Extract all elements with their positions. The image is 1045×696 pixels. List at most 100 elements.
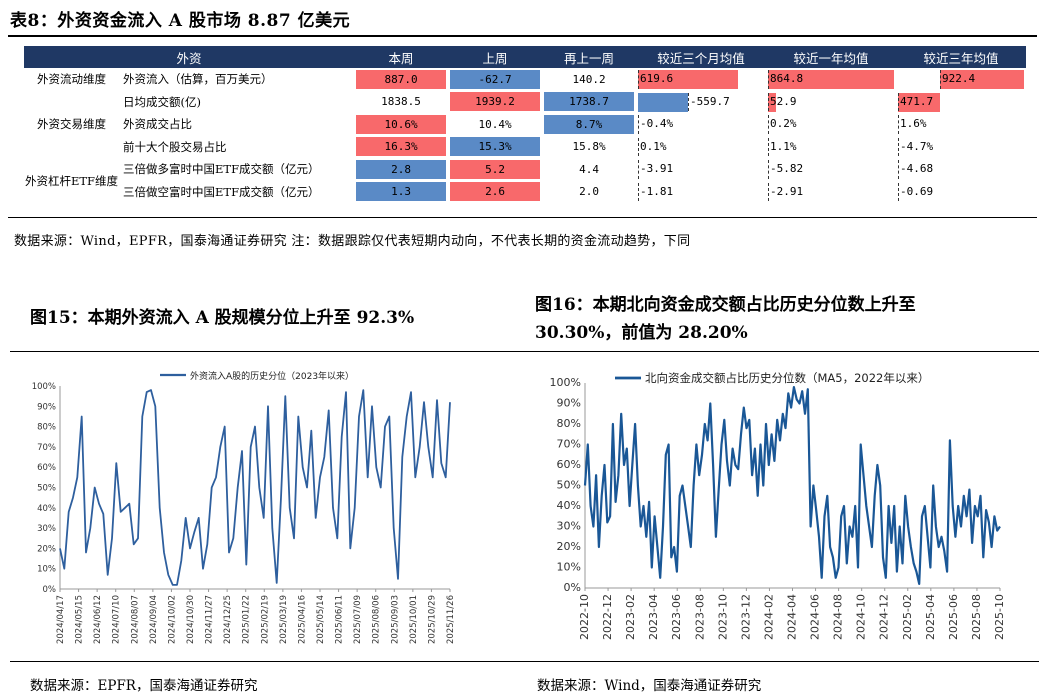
- bar-axis: [768, 182, 770, 201]
- bar-axis: [898, 182, 900, 201]
- data-bar: [768, 92, 777, 112]
- table-bottom-rule: [8, 217, 1037, 218]
- table-header-row: 外资 本周 上周 再上一周 较近三个月均值 较近一年均值 较近三年均值: [24, 46, 1027, 68]
- fig15-source: 数据来源：EPFR，国泰海通证券研究: [30, 678, 258, 694]
- value-cell: 10.4%: [448, 113, 542, 136]
- comparison-cell: 864.8: [766, 68, 896, 91]
- value-cell: 5.2: [448, 158, 542, 181]
- value-text: 2.8: [356, 159, 447, 179]
- value-text: 15.3%: [450, 137, 541, 157]
- comparison-cell: 1.1%: [766, 136, 896, 159]
- y-tick-label: 30%: [557, 520, 581, 533]
- value-cell: 2.6: [448, 181, 542, 204]
- y-tick-label: 40%: [37, 504, 56, 514]
- y-tick-label: 40%: [557, 499, 581, 512]
- value-cell: 8.7%: [542, 113, 636, 136]
- legend-label: 外资流入A股的历史分位（2023年以来）: [190, 370, 354, 382]
- comparison-cell: -2.91: [766, 181, 896, 204]
- data-bar: [638, 70, 739, 89]
- x-tick-label: 2023-10: [716, 594, 729, 640]
- comparison-value: -1.81: [640, 184, 674, 198]
- comparison-value: 864.8: [770, 72, 804, 85]
- value-cell: 15.8%: [542, 136, 636, 159]
- fig16-title-line2: 30.30%，前值为 28.20%: [535, 323, 748, 343]
- y-tick-label: 20%: [37, 544, 56, 554]
- comparison-cell: -0.4%: [636, 113, 766, 136]
- comparison-value: 1.6%: [900, 117, 927, 130]
- value-text: 1.3: [356, 182, 447, 202]
- value-text: 1939.2: [450, 92, 541, 112]
- x-tick-label: 2025/02/19: [260, 595, 270, 644]
- fund-flow-table: 外资 本周 上周 再上一周 较近三个月均值 较近一年均值 较近三年均值 外资流动…: [24, 46, 1027, 204]
- comparison-cell: 471.7: [896, 91, 1026, 114]
- comparison-value: -2.91: [770, 184, 804, 198]
- table-row: 三倍做空富时中国ETF成交额（亿元） 1.3 2.6 2.0 -1.81 -2.91 -0.…: [24, 181, 1026, 204]
- bar-axis: [898, 115, 900, 134]
- bar-axis: [898, 160, 900, 179]
- header-vs-3m: 较近三个月均值: [636, 46, 767, 68]
- value-text: 1738.7: [544, 92, 635, 112]
- bar-axis: [898, 92, 900, 111]
- bar-axis: [638, 182, 640, 201]
- comparison-cell: -4.68: [896, 158, 1026, 181]
- value-text: -62.7: [450, 69, 541, 89]
- table-top-rule: [8, 35, 1037, 37]
- comparison-value: 619.6: [640, 72, 674, 85]
- x-tick-label: 2025/06/11: [335, 595, 345, 644]
- header-last-week: 上周: [448, 46, 543, 68]
- table-row: 外资成交占比 10.6% 10.4% 8.7% -0.4% 0.2% 1.6%: [24, 113, 1026, 136]
- value-text: 16.3%: [356, 137, 447, 157]
- y-tick-label: 60%: [37, 463, 56, 473]
- comparison-cell: -1.81: [636, 181, 766, 204]
- value-cell: 2.0: [542, 181, 636, 204]
- x-tick-label: 2023-08: [693, 594, 706, 640]
- comparison-cell: 0.2%: [766, 113, 896, 136]
- value-text: 15.8%: [572, 140, 606, 154]
- header-vs-1y: 较近一年均值: [766, 46, 897, 68]
- value-text: 8.7%: [544, 114, 635, 134]
- header-this-week: 本周: [354, 46, 449, 68]
- legend-label: 北向资金成交额占比历史分位数（MA5，2022年以来）: [645, 371, 929, 385]
- y-tick-label: 100%: [32, 382, 56, 392]
- x-tick-label: 2023-06: [670, 594, 683, 640]
- bar-axis: [898, 137, 900, 156]
- table-row: 外资流动维度 外资流入（估算，百万美元） 887.0 -62.7 140.2 619.6 8…: [24, 68, 1026, 91]
- y-tick-label: 100%: [550, 376, 581, 389]
- x-tick-label: 2023-12: [739, 594, 752, 640]
- x-tick-label: 2024/12/25: [223, 595, 233, 644]
- row-label: 三倍做多富时中国ETF成交额（亿元）: [123, 162, 320, 177]
- x-tick-label: 2022-12: [601, 594, 614, 640]
- x-tick-label: 2024/04/17: [56, 595, 66, 644]
- row-category: 外资交易维度: [37, 117, 106, 132]
- value-text: 2.0: [579, 185, 599, 199]
- x-tick-label: 2024/10/30: [186, 595, 196, 644]
- comparison-value: -5.82: [770, 162, 804, 175]
- y-tick-label: 50%: [557, 479, 581, 492]
- table-row: 前十大个股交易占比 16.3% 15.3% 15.8% 0.1% 1.1% -4.7%: [24, 136, 1026, 159]
- x-tick-label: 2025/11/26: [446, 595, 456, 644]
- bar-axis: [940, 70, 942, 89]
- x-tick-label: 2024/06/12: [93, 595, 103, 644]
- fig15-chart: 0% 10% 20% 30% 40% 50% 60% 70% 80% 90% 100% 2024/04…: [32, 370, 456, 644]
- x-tick-label: 2024/09/04: [149, 595, 159, 644]
- value-cell: 2.8: [354, 158, 448, 181]
- table-row: 外资交易维度 日均成交额(亿) 1838.5 1939.2 1738.7 -559.7 52…: [24, 91, 1026, 131]
- y-tick-label: 90%: [557, 397, 581, 410]
- comparison-cell: -559.7: [636, 91, 766, 114]
- y-tick-label: 80%: [37, 423, 56, 433]
- row-label: 外资成交占比: [123, 117, 192, 132]
- value-cell: 4.4: [542, 158, 636, 181]
- x-tick-label: 2025/07/09: [353, 595, 363, 644]
- table-row: 外资杠杆ETF维度 三倍做多富时中国ETF成交额（亿元） 2.8 5.2 4.4 -3.9…: [24, 158, 1026, 188]
- fig16-source: 数据来源：Wind，国泰海通证券研究: [537, 678, 762, 694]
- comparison-value: -0.69: [900, 184, 934, 198]
- x-tick-label: 2025/09/03: [390, 595, 400, 644]
- bar-axis: [768, 92, 770, 111]
- data-bar: [768, 70, 895, 89]
- x-tick-label: 2025/10/29: [427, 595, 437, 644]
- value-text: 140.2: [572, 72, 606, 86]
- x-tick-label: 2025/04/16: [297, 595, 307, 644]
- x-tick-label: 2024-06: [809, 594, 822, 640]
- fig15-title: 图15：本期外资流入 A 股规模分位上升至 92.3%: [30, 308, 415, 328]
- comparison-value: 922.4: [942, 72, 976, 85]
